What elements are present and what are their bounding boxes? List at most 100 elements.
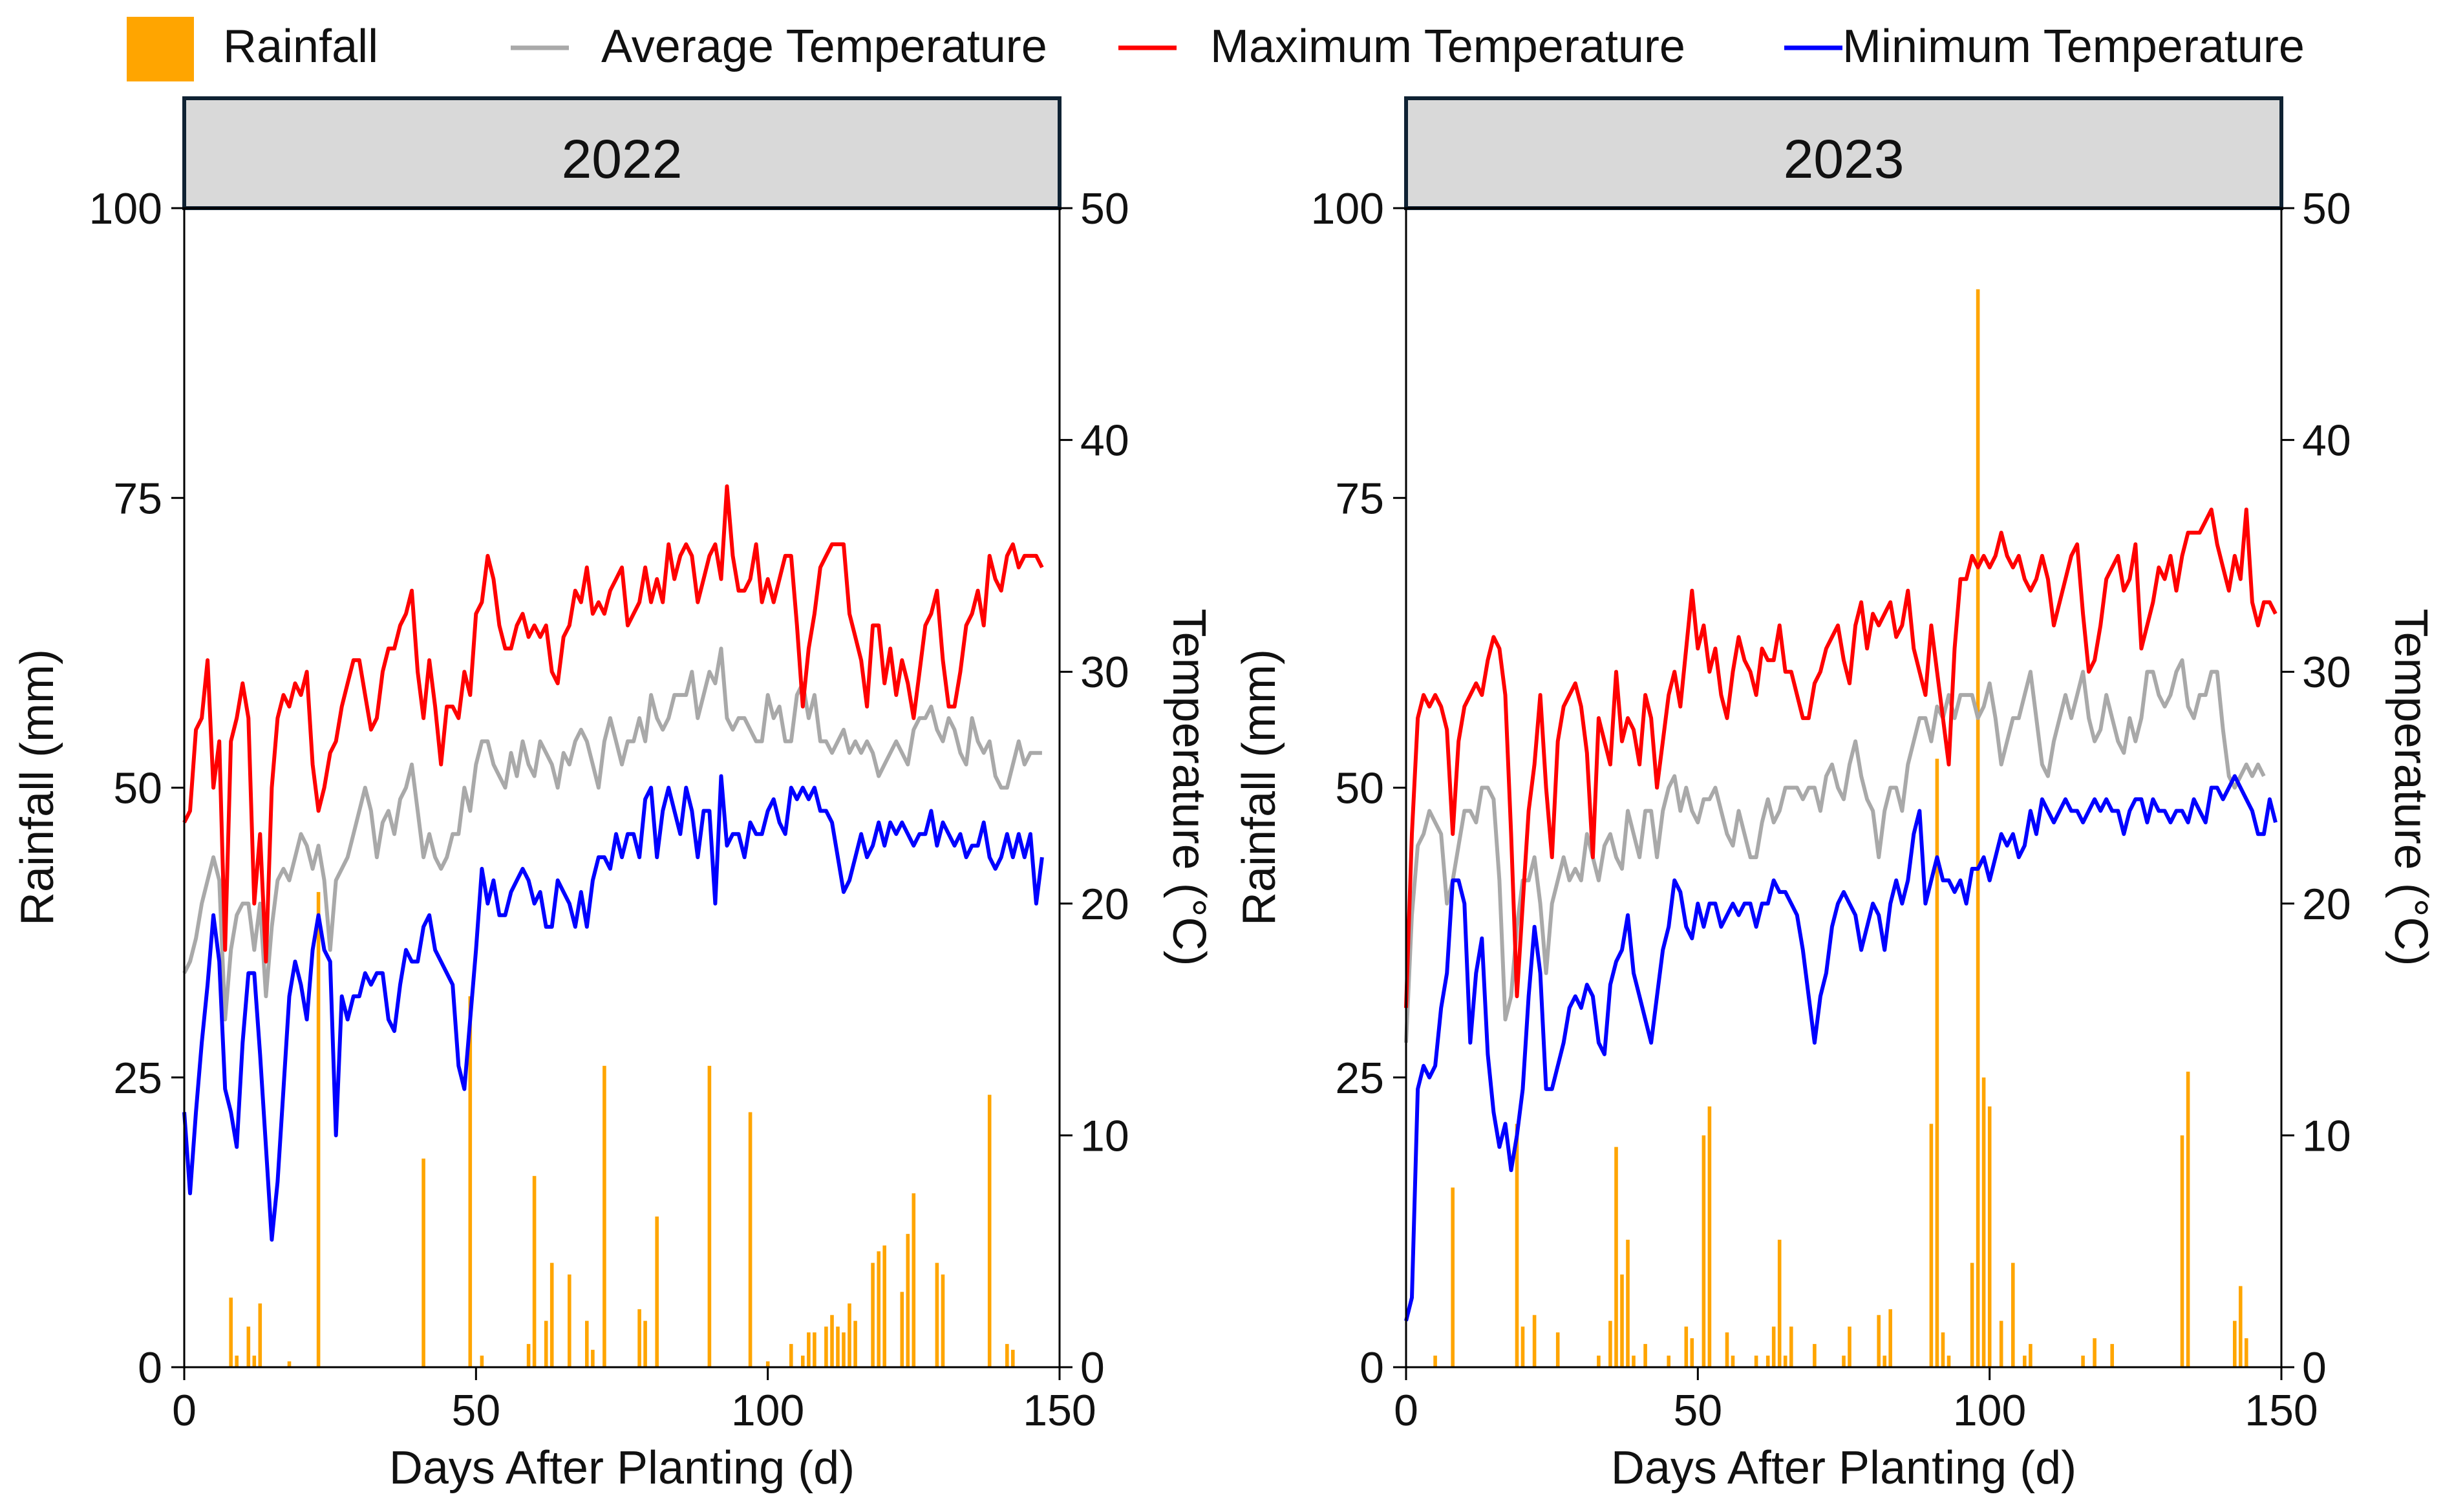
rainfall-bar bbox=[1725, 1332, 1729, 1367]
rainfall-bar bbox=[765, 1361, 770, 1367]
legend-min-label: Minimum Temperature bbox=[1842, 21, 2305, 72]
y-left-tick-label: 100 bbox=[89, 184, 162, 233]
rainfall-bar bbox=[544, 1321, 548, 1367]
rainfall-bars bbox=[1433, 289, 2248, 1368]
rainfall-bar bbox=[1702, 1135, 1706, 1367]
rainfall-bar bbox=[2245, 1338, 2248, 1367]
x-axis-label: Days After Planting (d) bbox=[1611, 1442, 2076, 1494]
min-temperature-line bbox=[1404, 774, 2278, 1322]
rainfall-bar bbox=[2081, 1356, 2085, 1367]
y-right-tick-label: 30 bbox=[1080, 648, 1129, 697]
rainfall-bar bbox=[258, 1303, 262, 1367]
rainfall-bar bbox=[1947, 1356, 1951, 1367]
x-tick-label: 50 bbox=[452, 1386, 501, 1435]
rainfall-bar bbox=[1684, 1326, 1689, 1367]
rainfall-bar bbox=[2093, 1338, 2096, 1367]
rainfall-bar bbox=[568, 1274, 571, 1367]
panel-title: 2022 bbox=[562, 129, 683, 189]
panel-strip bbox=[1404, 96, 2283, 210]
y-axis-right-label: Temperature (°C) bbox=[1163, 609, 1215, 966]
rainfall-bar bbox=[1643, 1344, 1647, 1367]
rainfall-bar bbox=[1731, 1356, 1735, 1367]
rainfall-bar bbox=[1555, 1332, 1560, 1367]
rainfall-bar bbox=[1690, 1338, 1694, 1367]
x-tick-label: 0 bbox=[1394, 1386, 1418, 1435]
x-tick-label: 150 bbox=[2245, 1386, 2318, 1435]
rainfall-bar bbox=[1433, 1356, 1437, 1367]
rainfall-bar bbox=[807, 1332, 811, 1367]
rainfall-bar bbox=[842, 1332, 846, 1367]
rainfall-bar bbox=[1667, 1356, 1670, 1367]
rainfall-bar bbox=[848, 1303, 851, 1367]
rainfall-bar bbox=[1011, 1350, 1015, 1367]
y-axis-left-label: Rainfall (mm) bbox=[1233, 649, 1285, 926]
rainfall-bar bbox=[1005, 1344, 1009, 1367]
rainfall-bar bbox=[882, 1245, 886, 1367]
rainfall-bar bbox=[836, 1326, 840, 1367]
rainfall-bar bbox=[246, 1326, 251, 1367]
rainfall-bar bbox=[2186, 1071, 2190, 1367]
rainfall-bar bbox=[871, 1262, 875, 1367]
rainfall-bar bbox=[235, 1356, 239, 1367]
rainfall-bar bbox=[1999, 1321, 2003, 1367]
rainfall-bar bbox=[1608, 1321, 1612, 1367]
y-left-tick-label: 75 bbox=[1335, 474, 1384, 523]
x-tick-label: 0 bbox=[172, 1386, 197, 1435]
rainfall-bar bbox=[1883, 1356, 1886, 1367]
rainfall-bar bbox=[1981, 1077, 1986, 1368]
y-right-tick-label: 30 bbox=[2302, 648, 2351, 697]
rainfall-bar bbox=[1789, 1326, 1793, 1367]
x-tick-label: 100 bbox=[1953, 1386, 2026, 1435]
panel-strip bbox=[182, 96, 1061, 210]
rainfall-bar bbox=[707, 1065, 712, 1367]
y-axis-right-label: Temperature (°C) bbox=[2385, 609, 2437, 966]
rainfall-bar bbox=[1842, 1356, 1846, 1367]
y-right-tick-label: 10 bbox=[2302, 1111, 2351, 1160]
rainfall-bar bbox=[1941, 1332, 1945, 1367]
rainfall-bar bbox=[2180, 1135, 2184, 1367]
rainfall-bar bbox=[591, 1350, 595, 1367]
temperature-lines bbox=[182, 484, 1044, 1242]
rainfall-bar bbox=[853, 1321, 857, 1367]
rainfall-bar bbox=[1754, 1356, 1758, 1367]
rainfall-bar bbox=[287, 1361, 292, 1367]
max-temperature-line bbox=[182, 484, 1044, 964]
rainfall-bar bbox=[941, 1274, 945, 1367]
rainfall-bar bbox=[1848, 1326, 1851, 1367]
legend-rainfall-swatch bbox=[127, 17, 194, 81]
rainfall-bar bbox=[1515, 1123, 1519, 1367]
rainfall-bar bbox=[1929, 1123, 1934, 1367]
y-left-tick-label: 0 bbox=[138, 1343, 162, 1392]
rainfall-bar bbox=[549, 1262, 554, 1367]
rainfall-bar bbox=[1614, 1147, 1618, 1367]
rainfall-bar bbox=[824, 1326, 828, 1367]
rainfall-bar bbox=[1771, 1326, 1776, 1367]
rainfall-bar bbox=[1888, 1309, 1892, 1367]
y-left-tick-label: 0 bbox=[1360, 1343, 1384, 1392]
y-left-tick-label: 25 bbox=[1335, 1054, 1384, 1103]
y-left-tick-label: 100 bbox=[1311, 184, 1384, 233]
legend-avg-label: Average Temperature bbox=[601, 21, 1047, 72]
legend: Rainfall Average Temperature Maximum Tem… bbox=[127, 17, 2305, 81]
legend-rainfall-label: Rainfall bbox=[223, 21, 378, 72]
rainfall-bar bbox=[935, 1262, 939, 1367]
rainfall-bar bbox=[1877, 1315, 1881, 1367]
rainfall-bar bbox=[1626, 1239, 1630, 1367]
rainfall-bar bbox=[1620, 1274, 1624, 1367]
rainfall-bar bbox=[1632, 1356, 1636, 1367]
rainfall-bar bbox=[748, 1112, 752, 1367]
max-temperature-line bbox=[1404, 507, 2278, 1008]
rainfall-bar bbox=[480, 1356, 484, 1367]
temperature-lines bbox=[1404, 507, 2278, 1322]
rainfall-bar bbox=[2023, 1356, 2027, 1367]
y-right-tick-label: 40 bbox=[1080, 416, 1129, 465]
rainfall-bars bbox=[229, 891, 1015, 1367]
rainfall-bar bbox=[655, 1216, 659, 1367]
rainfall-bar bbox=[1777, 1239, 1782, 1367]
rainfall-bar bbox=[637, 1309, 641, 1367]
y-left-tick-label: 50 bbox=[113, 764, 162, 813]
rainfall-bar bbox=[229, 1297, 233, 1367]
